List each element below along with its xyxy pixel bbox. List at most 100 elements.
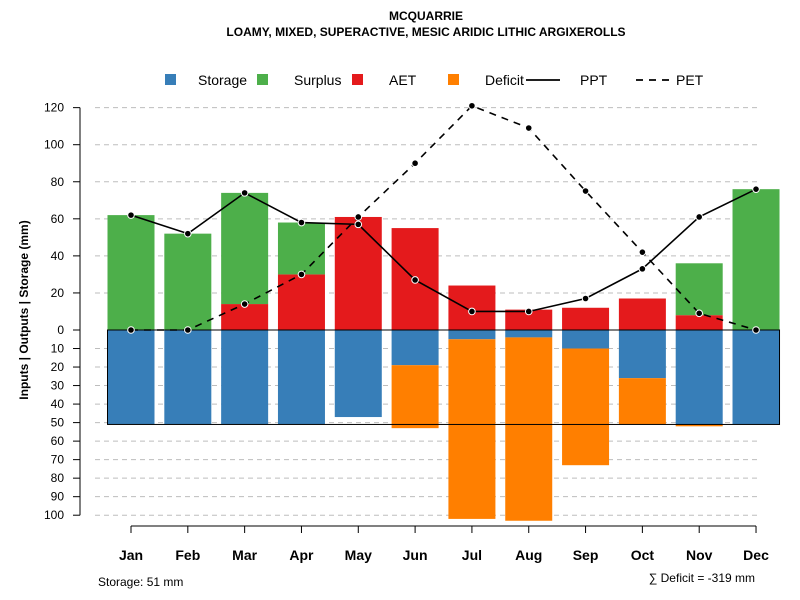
y-tick-label: 30 <box>51 379 65 393</box>
x-tick-label: Feb <box>175 547 200 563</box>
storage-bar <box>618 330 666 379</box>
x-tick-label: Jan <box>119 547 143 563</box>
y-axis-label: Inputs | Outputs | Storage (mm) <box>17 220 31 399</box>
bars <box>107 189 781 521</box>
deficit-bar <box>391 365 439 429</box>
pet-point <box>468 101 476 110</box>
chart-subtitle: LOAMY, MIXED, SUPERACTIVE, MESIC ARIDIC … <box>226 25 625 39</box>
ppt-point <box>752 185 760 193</box>
ppt-point <box>468 307 476 316</box>
ppt-point <box>297 218 306 227</box>
y-tick-label: 120 <box>44 101 64 115</box>
pet-point <box>524 124 533 132</box>
y-tick-label: 80 <box>51 175 65 189</box>
ppt-point <box>240 189 249 197</box>
y-tick-label: 40 <box>51 397 65 411</box>
surplus-bar <box>732 189 780 330</box>
storage-bar <box>391 330 439 366</box>
aet-bar <box>675 315 723 330</box>
legend-label: PPT <box>580 72 608 88</box>
legend-label: Storage <box>198 72 247 88</box>
deficit-bar <box>618 378 666 425</box>
pet-point <box>297 270 306 279</box>
x-tick-label: Jul <box>462 547 482 563</box>
pet-point <box>127 326 135 334</box>
y-tick-label: 80 <box>51 471 65 485</box>
pet-point <box>354 213 363 221</box>
pet-point <box>752 326 760 334</box>
storage-bar <box>164 330 212 425</box>
deficit-bar <box>448 339 496 519</box>
ppt-point <box>695 213 704 221</box>
storage-bar <box>221 330 269 425</box>
y-tick-label: 20 <box>51 360 65 374</box>
y-tick-label: 60 <box>51 212 65 226</box>
pet-point <box>638 248 647 256</box>
deficit-footer: ∑ Deficit = -319 mm <box>649 571 755 585</box>
storage-bar <box>675 330 723 425</box>
x-tick-label: May <box>345 547 372 563</box>
y-tick-label: 0 <box>57 323 64 337</box>
aet-bar <box>618 298 666 330</box>
legend-label: AET <box>389 72 417 88</box>
deficit-bar <box>675 424 723 427</box>
pet-point <box>581 187 590 195</box>
legend-label: PET <box>676 72 704 88</box>
aet-bar <box>277 274 325 330</box>
surplus-bar <box>107 215 155 330</box>
deficit-bar <box>505 337 553 521</box>
legend: Storage Surplus AET Deficit PPT PET <box>165 72 704 88</box>
y-tick-label: 100 <box>44 508 64 522</box>
y-tick-label: 40 <box>51 249 65 263</box>
chart-title: MCQUARRIE <box>389 9 463 23</box>
y-tick-label: 10 <box>51 342 65 356</box>
x-tick-label: Nov <box>686 547 713 563</box>
storage-bar <box>277 330 325 425</box>
pet-point <box>240 300 249 308</box>
y-tick-label: 20 <box>51 286 65 300</box>
x-tick-label: Apr <box>289 547 314 563</box>
axes: 0 20 40 60 80 100 120 10 20 30 40 50 60 70 80 90 100 Jan F… <box>44 101 769 563</box>
legend-label: Deficit <box>485 72 524 88</box>
ppt-point <box>127 211 135 219</box>
ppt-point <box>184 229 192 238</box>
legend-swatch <box>448 74 459 85</box>
deficit-bar <box>562 348 610 466</box>
storage-bar <box>334 330 382 418</box>
x-tick-label: Oct <box>631 547 655 563</box>
storage-bar <box>732 330 780 425</box>
legend-label: Surplus <box>294 72 341 88</box>
storage-bar <box>107 330 155 425</box>
x-tick-label: Aug <box>515 547 542 563</box>
y-tick-label: 50 <box>51 416 65 430</box>
x-tick-label: Dec <box>743 547 769 563</box>
series-lines <box>127 101 760 334</box>
ppt-point <box>411 276 419 284</box>
y-tick-label: 90 <box>51 490 65 504</box>
ppt-point <box>354 220 363 229</box>
legend-swatch <box>352 74 363 85</box>
aet-bar <box>221 304 269 330</box>
x-tick-label: Sep <box>573 547 599 563</box>
legend-swatch <box>165 74 176 85</box>
x-tick-label: Mar <box>232 547 257 563</box>
ppt-point <box>638 265 647 273</box>
ppt-line <box>130 188 757 313</box>
pet-point <box>411 159 419 168</box>
surplus-bar <box>277 222 325 275</box>
ppt-point <box>524 307 533 316</box>
storage-bar <box>562 330 610 349</box>
y-tick-label: 60 <box>51 434 65 448</box>
y-tick-label: 100 <box>44 138 64 152</box>
storage-bar <box>505 330 553 338</box>
pet-line <box>131 104 757 331</box>
aet-bar <box>562 307 610 330</box>
storage-capacity-box <box>107 329 781 425</box>
ppt-point <box>581 294 590 303</box>
pet-point <box>184 326 192 334</box>
storage-bar <box>448 330 496 340</box>
aet-bar <box>505 309 553 330</box>
legend-swatch <box>257 74 268 85</box>
y-tick-label: 70 <box>51 453 65 467</box>
